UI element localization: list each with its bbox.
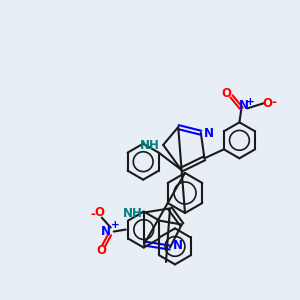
Text: NH: NH [123,207,142,220]
Text: N: N [204,127,214,140]
Text: -: - [90,208,95,221]
Text: O: O [97,244,107,257]
Text: +: + [111,220,120,230]
Text: N: N [101,225,111,238]
Text: +: + [246,97,255,107]
Text: O: O [95,206,105,219]
Text: N: N [238,99,248,112]
Text: O: O [262,97,272,110]
Text: N: N [173,239,183,252]
Text: NH: NH [140,140,160,152]
Text: -: - [271,96,276,109]
Text: O: O [221,87,231,100]
